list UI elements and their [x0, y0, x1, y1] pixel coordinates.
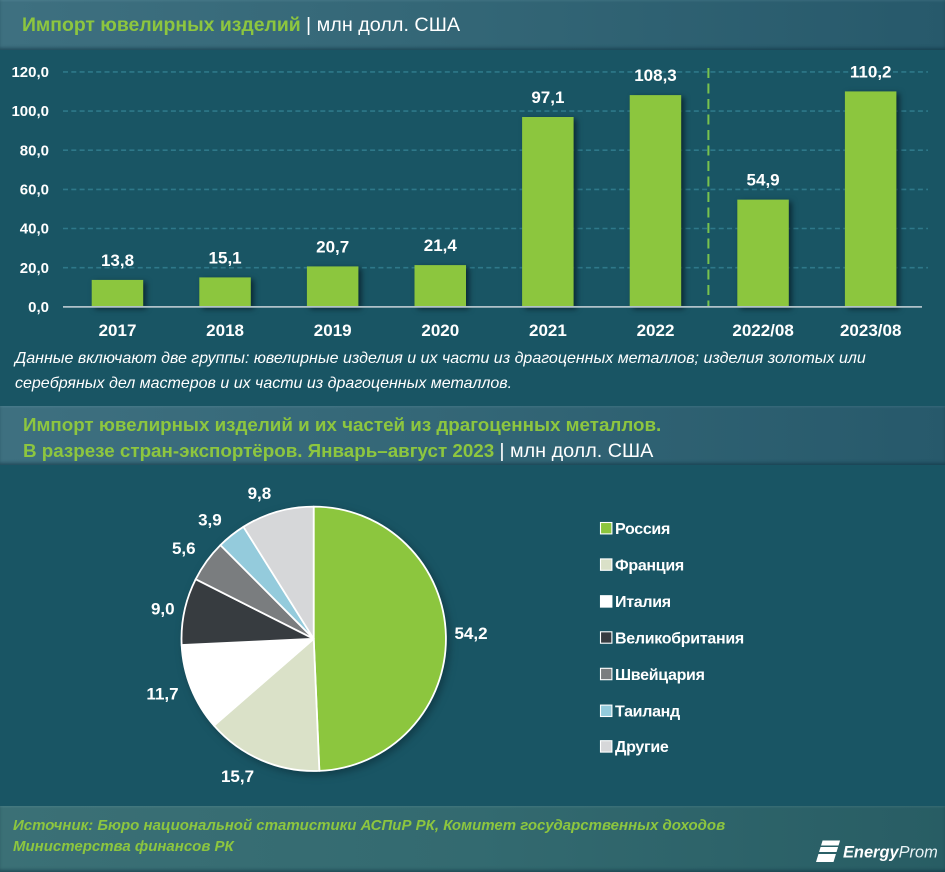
svg-text:EnergyProm: EnergyProm: [843, 844, 938, 862]
svg-text:2020: 2020: [421, 321, 459, 340]
svg-text:2017: 2017: [99, 321, 137, 340]
svg-text:60,0: 60,0: [20, 182, 49, 199]
svg-text:5,6: 5,6: [172, 539, 196, 558]
svg-text:100,0: 100,0: [11, 103, 49, 120]
svg-text:21,4: 21,4: [424, 236, 458, 255]
svg-text:Великобритания: Великобритания: [615, 630, 744, 647]
svg-text:15,1: 15,1: [209, 248, 242, 267]
svg-text:120,0: 120,0: [11, 64, 49, 81]
svg-text:3,9: 3,9: [198, 511, 222, 530]
svg-text:0,0: 0,0: [28, 299, 49, 316]
svg-text:11,7: 11,7: [146, 685, 178, 704]
svg-text:2018: 2018: [206, 321, 244, 340]
svg-text:9,8: 9,8: [248, 484, 272, 503]
svg-text:40,0: 40,0: [20, 221, 49, 238]
svg-text:2022: 2022: [637, 321, 675, 340]
svg-text:54,2: 54,2: [454, 624, 487, 643]
svg-text:15,7: 15,7: [221, 767, 254, 786]
svg-text:2022/08: 2022/08: [732, 321, 793, 340]
svg-text:80,0: 80,0: [20, 142, 49, 159]
svg-text:9,0: 9,0: [151, 600, 175, 619]
svg-text:20,0: 20,0: [20, 260, 49, 277]
svg-text:20,7: 20,7: [316, 237, 349, 256]
svg-text:54,9: 54,9: [747, 171, 780, 190]
svg-text:13,8: 13,8: [101, 251, 134, 270]
svg-text:2019: 2019: [314, 321, 352, 340]
svg-text:Другие: Другие: [615, 739, 669, 756]
svg-text:2021: 2021: [529, 321, 567, 340]
svg-text:110,2: 110,2: [850, 62, 892, 81]
svg-text:Франция: Франция: [615, 557, 684, 574]
svg-text:2023/08: 2023/08: [840, 321, 901, 340]
svg-text:Таиланд: Таиланд: [615, 704, 680, 721]
svg-text:108,3: 108,3: [634, 66, 677, 85]
svg-text:Россия: Россия: [615, 521, 670, 538]
svg-text:Италия: Италия: [615, 594, 671, 611]
svg-text:Швейцария: Швейцария: [615, 667, 705, 684]
svg-text:97,1: 97,1: [531, 88, 564, 107]
